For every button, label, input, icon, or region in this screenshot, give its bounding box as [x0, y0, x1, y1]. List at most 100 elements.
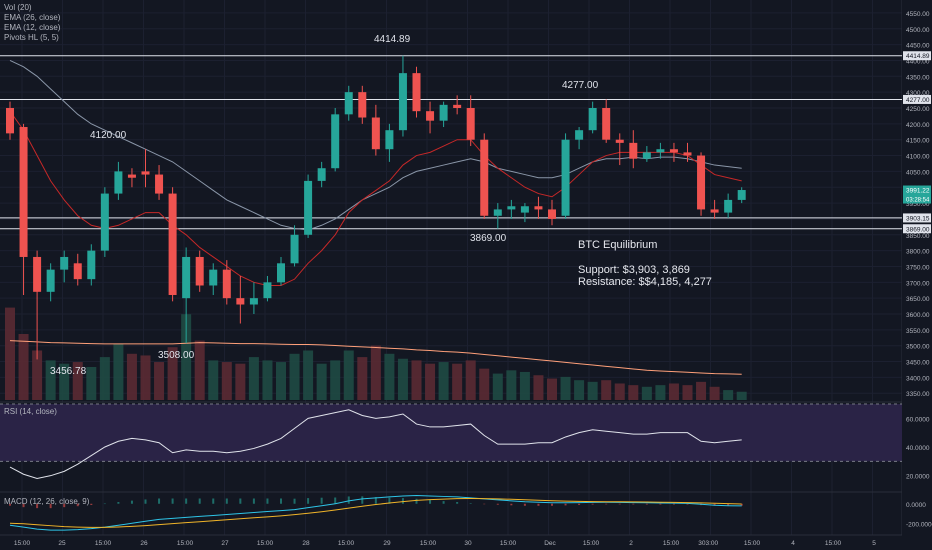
macd-histogram-bar	[334, 497, 337, 504]
macd-histogram-bar	[510, 503, 513, 506]
volume-bar	[167, 347, 178, 400]
macd-histogram-bar	[551, 503, 553, 506]
candle-body	[236, 298, 245, 305]
macd-histogram-bar	[307, 498, 310, 504]
time-tick-label: 27	[221, 540, 229, 547]
vol-indicator-label[interactable]: Vol (20)	[4, 3, 32, 12]
time-tick-label: 2	[629, 540, 633, 547]
candle-body	[358, 92, 367, 118]
ema12-indicator-label[interactable]: EMA (12, close)	[4, 23, 61, 32]
price-tick-label: 4400.00	[906, 58, 930, 65]
time-tick-label: 25	[58, 540, 66, 547]
candle-body	[195, 256, 204, 286]
macd-histogram-bar	[117, 501, 120, 504]
volume-bar	[465, 360, 476, 400]
volume-bar	[289, 353, 300, 400]
candle-body	[127, 174, 136, 178]
macd-histogram-bar	[49, 503, 52, 509]
candle-body	[588, 108, 597, 131]
volume-bar	[5, 307, 15, 400]
candle-body	[182, 256, 191, 299]
price-tick-label: 3600.00	[906, 312, 930, 319]
volume-bars	[5, 307, 747, 400]
price-tick-label: 4150.00	[906, 138, 930, 145]
volume-bar	[99, 357, 110, 400]
pivot-high-label: 4277.00	[562, 80, 599, 91]
pivot-high-label: 4414.89	[374, 34, 411, 45]
price-tag	[903, 94, 931, 104]
price-tick-label: 3400.00	[906, 375, 930, 382]
volume-bar	[574, 380, 585, 400]
price-tick-label: 4450.00	[906, 43, 930, 50]
candle-body	[371, 117, 380, 150]
candle-body	[73, 263, 82, 280]
volume-bar	[330, 360, 341, 400]
volume-bar	[709, 386, 720, 400]
candle-body	[561, 139, 570, 216]
candle-body	[317, 168, 326, 181]
macd-histogram-bar	[727, 503, 730, 506]
candle-body	[87, 250, 96, 280]
rsi-pane	[0, 403, 902, 480]
time-tick-label: 15:00	[583, 540, 600, 547]
candle-body	[520, 206, 529, 213]
macd-histogram-bar	[605, 503, 608, 505]
volume-bar	[628, 385, 639, 400]
macd-histogram-bar	[293, 498, 296, 504]
volume-bar	[492, 373, 503, 400]
price-tag	[903, 51, 931, 61]
time-tick-label: 15:00	[14, 540, 31, 547]
candle-body	[344, 92, 353, 115]
time-tick-label: 5	[872, 540, 876, 547]
volume-bar	[45, 360, 56, 400]
time-axis[interactable]: 15:00 25 15:00 26 15:00 27 15:00 28 15:00 29 15:00…	[14, 540, 876, 547]
macd-histogram-bar	[442, 501, 445, 504]
pivots-indicator-label[interactable]: Pivots HL (5, 5)	[4, 33, 59, 42]
info-resistance: Resistance: $$4,185, 4,277	[578, 276, 712, 288]
candle-body	[6, 108, 14, 134]
pivot-low-label: 3869.00	[470, 233, 507, 244]
ema26-indicator-label[interactable]: EMA (26, close)	[4, 13, 61, 22]
candle-body	[398, 73, 407, 131]
rsi-tick-label: 40.0000	[906, 445, 930, 452]
candle-body	[290, 234, 299, 264]
candle-body	[141, 171, 150, 175]
rsi-indicator-label[interactable]: RSI (14, close)	[4, 407, 57, 416]
volume-bar	[208, 360, 219, 400]
macd-histogram-bar	[320, 497, 323, 504]
macd-histogram-bar	[659, 503, 662, 505]
macd-histogram-bar	[632, 503, 635, 505]
volume-bar	[411, 360, 422, 400]
candle-body	[615, 139, 624, 143]
price-tag	[903, 213, 931, 223]
volume-bar	[357, 357, 368, 400]
volume-bar	[154, 362, 165, 400]
volume-bar	[587, 381, 598, 400]
rsi-tick-label: 20.0000	[906, 474, 930, 481]
macd-histogram-bar	[523, 503, 526, 506]
macd-histogram-bar	[618, 503, 621, 505]
volume-bar	[140, 355, 151, 400]
time-tick-label: 29	[383, 540, 391, 547]
macd-histogram-bar	[212, 498, 215, 504]
macd-histogram-bar	[564, 503, 567, 506]
volume-bar	[384, 353, 395, 400]
macd-pane	[9, 494, 743, 531]
price-axis[interactable]: 4550.00 4500.00 4450.00 4400.00 4350.00 4300.…	[902, 0, 932, 550]
volume-bar	[248, 357, 259, 400]
candle-body	[710, 209, 719, 213]
volume-bar	[59, 363, 70, 400]
volume-bar	[723, 390, 734, 400]
time-tick-label: 15:00	[500, 540, 517, 547]
macd-histogram-bar	[9, 503, 11, 506]
macd-histogram-bar	[374, 497, 377, 504]
candle-body	[629, 142, 638, 159]
candle-body	[697, 155, 706, 210]
macd-histogram-bar	[686, 503, 689, 505]
candle-body	[222, 269, 231, 299]
candle-body	[548, 209, 556, 219]
candle-body	[155, 174, 164, 194]
macd-indicator-label[interactable]: MACD (12, 26, close, 9)	[4, 497, 90, 506]
volume-bar	[343, 350, 354, 400]
